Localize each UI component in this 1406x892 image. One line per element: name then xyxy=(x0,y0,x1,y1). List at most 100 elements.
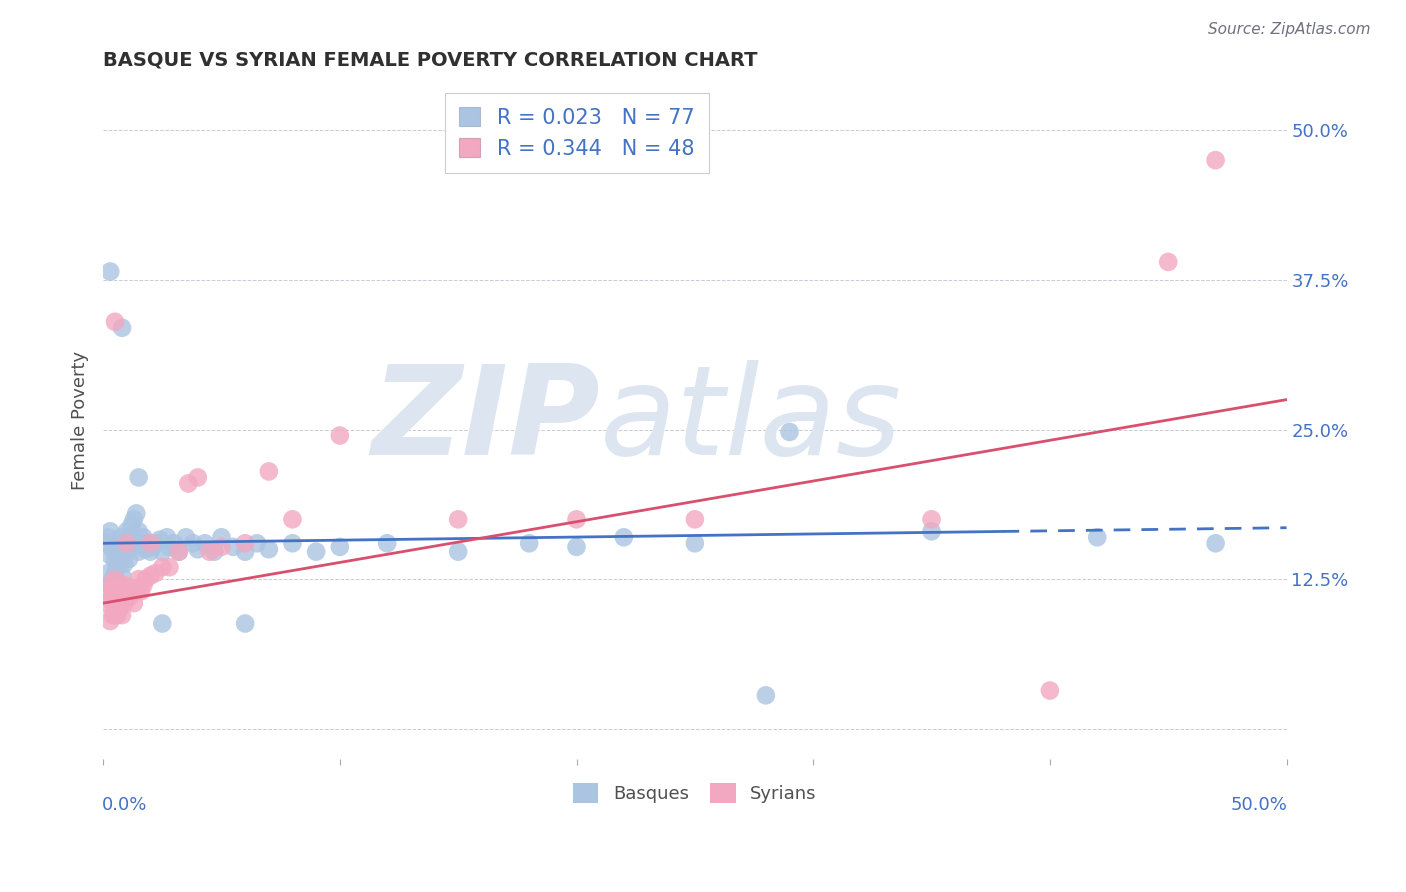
Point xyxy=(101,590,124,604)
Point xyxy=(211,540,233,554)
Point xyxy=(98,548,121,562)
Point xyxy=(108,554,131,568)
Point xyxy=(149,533,172,547)
Point xyxy=(233,544,256,558)
Point xyxy=(136,536,159,550)
Point xyxy=(122,512,145,526)
Point xyxy=(111,320,134,334)
Point xyxy=(921,524,943,539)
Point xyxy=(101,596,124,610)
Point xyxy=(125,584,148,599)
Point xyxy=(163,536,186,550)
Point xyxy=(187,542,209,557)
Point xyxy=(121,518,143,533)
Point xyxy=(257,542,280,557)
Point xyxy=(135,542,157,557)
Point xyxy=(198,544,221,558)
Point xyxy=(755,689,778,703)
Point xyxy=(281,536,304,550)
Point xyxy=(94,536,117,550)
Point xyxy=(98,578,121,592)
Text: ZIP: ZIP xyxy=(371,360,600,481)
Point xyxy=(118,552,141,566)
Point xyxy=(98,524,121,539)
Point xyxy=(194,536,217,550)
Point xyxy=(150,560,173,574)
Point xyxy=(150,616,173,631)
Point xyxy=(246,536,269,550)
Legend: R = 0.023   N = 77, R = 0.344   N = 48: R = 0.023 N = 77, R = 0.344 N = 48 xyxy=(444,93,709,173)
Text: atlas: atlas xyxy=(600,360,903,481)
Point xyxy=(233,536,256,550)
Point xyxy=(683,536,706,550)
Point xyxy=(125,507,148,521)
Point xyxy=(121,540,143,554)
Point xyxy=(150,544,173,558)
Point xyxy=(167,544,190,558)
Point xyxy=(111,548,134,562)
Point xyxy=(222,540,245,554)
Point xyxy=(101,608,124,623)
Point xyxy=(565,540,588,554)
Point xyxy=(683,512,706,526)
Point xyxy=(98,614,121,628)
Y-axis label: Female Poverty: Female Poverty xyxy=(72,351,89,490)
Point xyxy=(447,512,470,526)
Point xyxy=(114,557,136,571)
Point xyxy=(177,476,200,491)
Point xyxy=(105,584,128,599)
Text: 50.0%: 50.0% xyxy=(1230,796,1288,814)
Point xyxy=(139,568,162,582)
Point xyxy=(181,536,204,550)
Point xyxy=(187,470,209,484)
Point xyxy=(129,584,152,599)
Point xyxy=(115,544,138,558)
Point xyxy=(122,536,145,550)
Point xyxy=(104,315,127,329)
Point xyxy=(101,572,124,586)
Point xyxy=(122,596,145,610)
Point xyxy=(211,530,233,544)
Point xyxy=(613,530,636,544)
Point xyxy=(132,578,155,592)
Point xyxy=(257,465,280,479)
Text: Source: ZipAtlas.com: Source: ZipAtlas.com xyxy=(1208,22,1371,37)
Point xyxy=(174,530,197,544)
Point xyxy=(105,608,128,623)
Point xyxy=(233,616,256,631)
Point xyxy=(202,544,225,558)
Point xyxy=(156,530,179,544)
Point xyxy=(281,512,304,526)
Point xyxy=(108,542,131,557)
Point xyxy=(139,544,162,558)
Point xyxy=(447,544,470,558)
Point xyxy=(105,584,128,599)
Point xyxy=(108,578,131,592)
Point xyxy=(1205,153,1227,168)
Point xyxy=(128,470,150,484)
Point xyxy=(104,590,127,604)
Point xyxy=(105,560,128,574)
Point xyxy=(128,544,150,558)
Point xyxy=(97,566,120,581)
Point xyxy=(105,548,128,562)
Point xyxy=(167,544,190,558)
Point xyxy=(565,512,588,526)
Point xyxy=(104,566,127,581)
Point xyxy=(132,530,155,544)
Point xyxy=(142,540,165,554)
Point xyxy=(157,540,180,554)
Point xyxy=(329,540,352,554)
Point xyxy=(114,596,136,610)
Point xyxy=(108,602,131,616)
Point xyxy=(98,578,121,592)
Point xyxy=(104,608,127,623)
Point xyxy=(305,544,328,558)
Point xyxy=(921,512,943,526)
Point xyxy=(118,590,141,604)
Point xyxy=(139,536,162,550)
Point xyxy=(157,560,180,574)
Text: 0.0%: 0.0% xyxy=(103,796,148,814)
Point xyxy=(128,524,150,539)
Text: BASQUE VS SYRIAN FEMALE POVERTY CORRELATION CHART: BASQUE VS SYRIAN FEMALE POVERTY CORRELAT… xyxy=(103,51,758,70)
